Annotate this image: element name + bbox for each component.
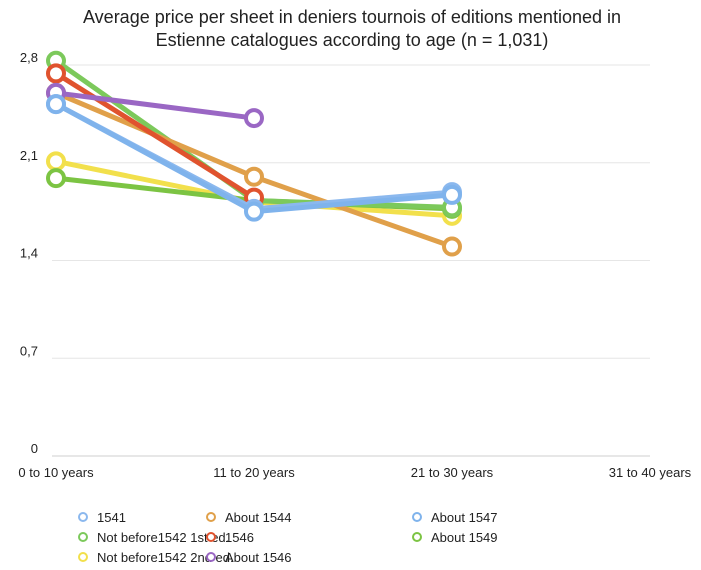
y-tick-label: 1,4 [20, 246, 38, 261]
series-7 [46, 82, 264, 129]
chart-title-line-1: Average price per sheet in deniers tourn… [83, 7, 621, 27]
data-point [46, 63, 66, 84]
y-tick-label: 0 [31, 441, 38, 456]
y-axis-tick-labels: 0 0,7 1,4 2,1 2,8 [20, 50, 38, 456]
legend-label: 1546 [225, 530, 254, 545]
y-tick-label: 0,7 [20, 343, 38, 358]
data-point [46, 94, 66, 115]
series-line [53, 90, 257, 121]
legend-marker [78, 532, 88, 542]
data-point [442, 236, 462, 257]
legend-marker [78, 512, 88, 522]
data-point [46, 151, 66, 172]
legend-label: About 1544 [225, 510, 292, 525]
x-axis-tick-labels: 0 to 10 years 11 to 20 years 21 to 30 year… [18, 465, 691, 480]
series-4 [46, 63, 264, 208]
x-tick-label: 0 to 10 years [18, 465, 94, 480]
legend-item: About 1547 [412, 510, 498, 525]
legend-marker [412, 532, 422, 542]
x-tick-label: 21 to 30 years [411, 465, 494, 480]
x-tick-label: 11 to 20 years [213, 465, 295, 480]
y-tick-label: 2,8 [20, 50, 38, 65]
chart-title: Average price per sheet in deniers tourn… [83, 7, 621, 50]
y-tick-label: 2,1 [20, 148, 38, 163]
legend-item: 1546 [206, 530, 254, 545]
chart-title-line-2: Estienne catalogues according to age (n … [156, 30, 549, 50]
legend-label: About 1547 [431, 510, 498, 525]
legend-item: Not before1542 1st ed. [78, 530, 229, 545]
gridlines [52, 64, 650, 457]
legend: 1541 Not before1542 1st ed. Not before1542… [78, 510, 498, 565]
data-point [46, 168, 66, 189]
legend-marker [206, 532, 216, 542]
series-2 [46, 94, 462, 222]
legend-item: Not before1542 2nd ed. [78, 550, 234, 565]
legend-marker [412, 512, 422, 522]
legend-label: Not before1542 2nd ed. [97, 550, 234, 565]
legend-label: 1541 [97, 510, 126, 525]
legend-marker [206, 512, 216, 522]
legend-item: About 1546 [206, 550, 292, 565]
series-lines [46, 50, 462, 257]
legend-marker [78, 552, 88, 562]
data-point [442, 184, 462, 205]
legend-item: About 1544 [206, 510, 292, 525]
legend-label: About 1549 [431, 530, 498, 545]
data-point [244, 201, 264, 222]
legend-label: Not before1542 1st ed. [97, 530, 229, 545]
legend-item: 1541 [78, 510, 126, 525]
legend-item: About 1549 [412, 530, 498, 545]
data-point [244, 108, 264, 129]
x-tick-label: 31 to 40 years [609, 465, 692, 480]
data-point [244, 166, 264, 187]
legend-label: About 1546 [225, 550, 292, 565]
series-line [53, 70, 257, 201]
legend-marker [206, 552, 216, 562]
